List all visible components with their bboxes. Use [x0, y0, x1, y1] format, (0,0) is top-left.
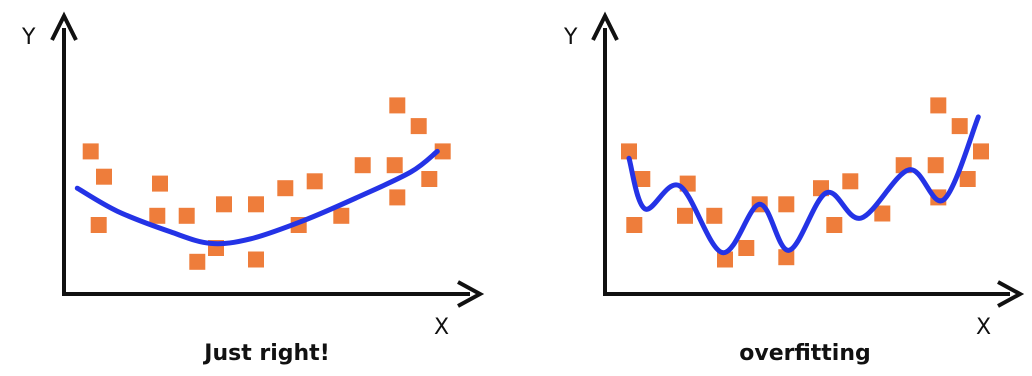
overfitting-data-point-11 — [778, 249, 795, 266]
just-right-data-point-11 — [248, 251, 264, 268]
just-right-data-point-6 — [178, 207, 195, 224]
overfitting-panel: Y X overfitting — [563, 11, 1025, 366]
overfitting-data-point-8 — [738, 240, 755, 256]
just-right-data-point-7 — [189, 253, 206, 270]
just-right-data-point-9 — [216, 196, 232, 213]
overfitting-x-axis — [603, 280, 1025, 308]
just-right-caption: Just right! — [202, 341, 329, 366]
overfitting-y-axis — [591, 11, 619, 294]
just-right-data-point-22 — [434, 143, 451, 160]
just-right-fit-curve — [74, 148, 440, 247]
overfitting-data-point-5 — [677, 207, 693, 224]
overfitting-data-point-19 — [930, 97, 947, 114]
just-right-y-axis — [50, 11, 78, 294]
just-right-data-point-17 — [386, 157, 403, 174]
just-right-data-points — [82, 97, 451, 270]
overfitting-data-point-13 — [826, 217, 843, 233]
just-right-data-point-20 — [410, 118, 427, 135]
overfitting-caption: overfitting — [739, 341, 871, 366]
just-right-data-point-18 — [389, 189, 406, 206]
overfitting-data-point-7 — [717, 251, 733, 268]
just-right-data-point-12 — [277, 180, 294, 197]
just-right-data-point-1 — [82, 143, 99, 160]
just-right-data-point-14 — [306, 173, 323, 190]
just-right-x-axis-label: X — [434, 315, 449, 340]
just-right-data-point-19 — [389, 97, 406, 114]
just-right-data-point-21 — [421, 171, 438, 187]
overfitting-data-point-1 — [621, 143, 637, 160]
overfitting-data-point-10 — [778, 196, 795, 213]
overfitting-data-point-20 — [951, 118, 968, 135]
just-right-data-point-15 — [333, 207, 350, 224]
just-right-data-point-16 — [354, 157, 371, 174]
overfitting-data-point-3 — [626, 217, 643, 233]
overfitting-data-point-14 — [842, 173, 859, 190]
just-right-data-point-4 — [152, 175, 168, 192]
overfitting-data-point-21 — [959, 171, 976, 187]
overfitting-x-axis-label: X — [976, 315, 991, 340]
just-right-data-point-5 — [149, 207, 166, 224]
overfitting-data-point-2 — [634, 171, 651, 187]
just-right-y-axis-label: Y — [21, 25, 36, 50]
just-right-data-point-2 — [96, 168, 112, 185]
just-right-data-point-10 — [248, 196, 264, 213]
just-right-data-point-3 — [90, 217, 107, 233]
overfitting-data-point-6 — [706, 207, 723, 224]
overfitting-data-point-22 — [973, 143, 989, 160]
overfitting-data-point-17 — [927, 157, 944, 174]
overfitting-fit-curve — [626, 114, 981, 256]
overfitting-y-axis-label: Y — [563, 25, 578, 50]
just-right-x-axis — [62, 280, 485, 308]
overfitting-data-point-15 — [874, 205, 891, 222]
just-right-panel: Y X Just right! — [21, 11, 485, 366]
